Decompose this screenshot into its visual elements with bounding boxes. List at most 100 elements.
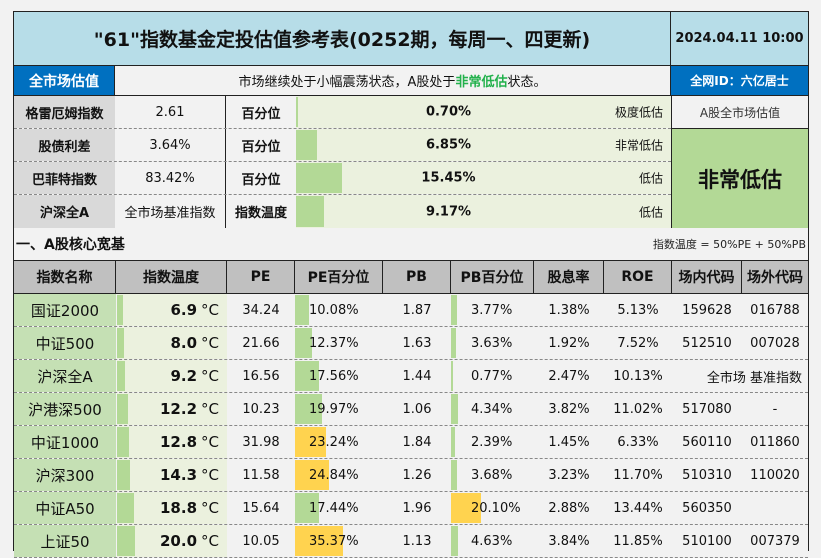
pb-percentile: 0.77% [451,360,534,392]
column-header[interactable]: PB百分位 [451,261,534,293]
temperature-bar [117,526,135,556]
pb-value: 1.13 [402,533,432,549]
index-name[interactable]: 中证500 [14,327,116,359]
market-row: 全市场估值 市场继续处于小幅震荡状态，A股处于 非常低估 状态。 全网ID：六亿居士 [14,66,808,96]
overall-label: A股全市场估值 [671,96,808,129]
table-row[interactable]: 中证500 8.0 °C 21.66 12.37% 1.63 3.63% 1.92% 7.52%… [14,327,808,360]
column-header[interactable]: PE百分位 [295,261,383,293]
dividend-yield: 2.47% [548,368,590,384]
roe-value: 11.02% [613,401,663,417]
column-header[interactable]: 股息率 [534,261,604,293]
otc-code[interactable]: 007028 [750,335,800,351]
section-title: 一、A股核心宽基 [16,237,125,253]
table-row[interactable]: 沪深全A 9.2 °C 16.56 17.56% 1.44 0.77% 2.47% 10.13%… [14,360,808,393]
table-row[interactable]: 国证2000 6.9 °C 34.24 10.08% 1.87 3.77% 1.38% 5.13… [14,294,808,327]
pb-percentile-value: 20.10% [471,500,521,516]
column-header[interactable]: 指数温度 [116,261,227,293]
exchange-code[interactable]: 517080 [682,401,732,417]
pb-percentile-bar [451,493,482,523]
pe-value: 31.98 [242,434,280,450]
column-header[interactable]: ROE [604,261,672,293]
temperature-bar [117,493,134,523]
pb-value: 1.06 [402,401,432,417]
otc-code[interactable]: - [772,401,778,417]
pb-percentile: 3.63% [451,327,534,359]
exchange-code[interactable]: 560350 [682,500,732,516]
indicator-percentile-label: 百分位 [226,96,296,128]
exchange-code[interactable]: 159628 [682,302,732,318]
pe-value: 21.66 [242,335,280,351]
pb-percentile-bar [451,361,453,391]
exchange-code[interactable]: 512510 [682,335,732,351]
temperature-bar [117,394,128,424]
indicator-percentile-cell: 9.17% 低估 [296,195,671,228]
pe-percentile-value: 23.24% [309,434,359,450]
table-row[interactable]: 中证1000 12.8 °C 31.98 23.24% 1.84 2.39% 1.45% 6.3… [14,426,808,459]
indicator-value: 2.61 [115,96,226,128]
column-header[interactable]: 指数名称 [14,261,116,293]
indicator-percentile: 15.45% [421,170,476,186]
column-header[interactable]: PB [383,261,451,293]
temperature-unit: °C [201,466,219,484]
exchange-code[interactable]: 510310 [682,467,732,483]
pe-value: 15.64 [242,500,280,516]
market-desc-prefix: 市场继续处于小幅震荡状态，A股处于 [238,75,456,90]
roe-value: 10.13% [613,368,663,384]
pe-percentile-value: 24.84% [309,467,359,483]
column-header[interactable]: PE [227,261,295,293]
index-name[interactable]: 沪港深500 [14,393,116,425]
index-temperature: 12.2 °C [116,393,227,425]
indicator-row: 沪深全A 全市场基准指数 指数温度 9.17% 低估 [14,195,671,228]
temperature-value: 12.8 [160,433,198,451]
table-row[interactable]: 中证A50 18.8 °C 15.64 17.44% 1.96 20.10% 2.88% 13.… [14,492,808,525]
column-header[interactable]: 场内代码 [672,261,742,293]
section-note: 指数温度 = 50%PE + 50%PB [652,238,806,251]
pe-percentile-bar [295,460,329,490]
pe-percentile: 17.56% [295,360,383,392]
pe-percentile: 19.97% [295,393,383,425]
pb-percentile-bar [451,295,457,325]
temperature-unit: °C [201,301,219,319]
temperature-unit: °C [201,400,219,418]
otc-code[interactable]: 016788 [750,302,800,318]
pe-value: 11.58 [242,467,280,483]
exchange-code[interactable]: 510100 [682,533,732,549]
index-temperature: 9.2 °C [116,360,227,392]
index-name[interactable]: 中证A50 [14,492,116,524]
indicator-name: 格雷厄姆指数 [14,96,115,128]
indicator-percentile-label: 指数温度 [226,195,296,228]
index-name[interactable]: 国证2000 [14,294,116,326]
temperature-unit: °C [201,367,219,385]
pb-value: 1.84 [402,434,432,450]
temperature-value: 18.8 [160,499,198,517]
pb-percentile: 4.34% [451,393,534,425]
table-row[interactable]: 沪深300 14.3 °C 11.58 24.84% 1.26 3.68% 3.23% 11.7… [14,459,808,492]
otc-code[interactable] [742,492,808,524]
exchange-code[interactable]: 560110 [682,434,732,450]
index-name[interactable]: 上证50 [14,525,116,557]
otc-code[interactable]: 110020 [750,467,800,483]
roe-value: 11.70% [613,467,663,483]
indicator-percentile: 6.85% [425,137,472,153]
table-row[interactable]: 沪港深500 12.2 °C 10.23 19.97% 1.06 4.34% 3.82% 11.… [14,393,808,426]
market-description: 市场继续处于小幅震荡状态，A股处于 非常低估 状态。 [115,66,671,95]
percentile-bar [296,163,343,193]
pb-value: 1.63 [402,335,432,351]
column-header[interactable]: 场外代码 [747,270,803,286]
indicator-percentile-cell: 15.45% 低估 [296,162,671,194]
percentile-bar [296,130,317,160]
index-name[interactable]: 沪深300 [14,459,116,491]
table-row[interactable]: 上证50 20.0 °C 10.05 35.37% 1.13 4.63% 3.84% 11.85… [14,525,808,558]
indicator-percentile: 0.70% [425,104,472,120]
otc-code[interactable]: 007379 [750,533,800,549]
dividend-yield: 3.23% [548,467,590,483]
market-desc-highlight: 非常低估 [455,75,508,90]
index-name[interactable]: 沪深全A [14,360,116,392]
pe-percentile: 17.44% [295,492,383,524]
author-id: 全网ID：六亿居士 [671,66,808,95]
otc-code[interactable]: 011860 [750,434,800,450]
index-name[interactable]: 中证1000 [14,426,116,458]
temperature-value: 14.3 [160,466,198,484]
pe-percentile-value: 19.97% [309,401,359,417]
pe-percentile-bar [295,493,319,523]
